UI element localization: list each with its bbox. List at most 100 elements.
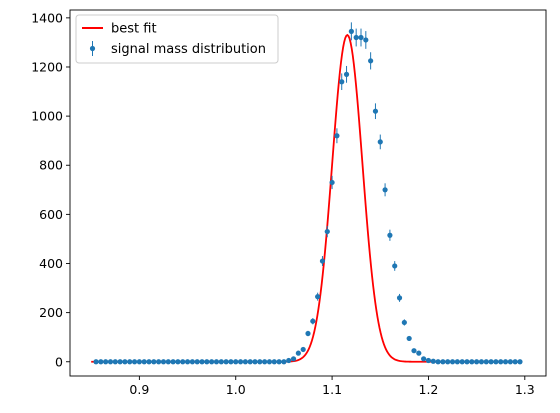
series-layer <box>91 22 523 365</box>
data-point <box>194 359 200 365</box>
legend-box <box>75 14 279 64</box>
y-tick-label: 0 <box>55 354 63 369</box>
data-point <box>156 359 162 365</box>
y-tick-label: 1000 <box>31 109 63 124</box>
x-tick-label: 1.2 <box>419 382 439 397</box>
data-point <box>396 295 403 301</box>
data-point <box>131 359 138 365</box>
data-point <box>266 359 273 365</box>
data-point <box>257 359 263 365</box>
legend: best fit signal mass distribution <box>75 14 279 64</box>
data-point <box>223 359 229 365</box>
y-tick-label: 400 <box>39 256 63 271</box>
data-point <box>141 359 147 365</box>
x-tick-label: 1.0 <box>226 382 246 397</box>
data-point <box>435 359 441 365</box>
data-point <box>459 359 465 365</box>
data-point <box>276 359 282 365</box>
data-point <box>213 359 220 365</box>
data-point <box>170 359 176 365</box>
data-point <box>502 359 509 365</box>
data-point <box>262 359 268 365</box>
data-point <box>136 359 142 365</box>
data-point <box>310 318 316 324</box>
data-point <box>228 359 234 365</box>
legend-label-best-fit: best fit <box>111 22 157 37</box>
y-tick-label: 1400 <box>31 10 63 25</box>
data-point <box>401 319 407 326</box>
data-point <box>300 346 306 353</box>
data-point <box>348 28 354 34</box>
data-point <box>334 133 340 139</box>
data-point <box>464 359 470 365</box>
data-point <box>146 359 152 365</box>
data-point <box>512 359 518 365</box>
data-point <box>445 359 451 365</box>
axes-background <box>70 10 546 376</box>
data-point <box>112 359 118 365</box>
data-point <box>242 359 248 365</box>
data-point <box>175 359 181 365</box>
data-point <box>387 232 393 238</box>
data-point <box>160 359 167 365</box>
x-tick-label: 0.9 <box>129 382 149 397</box>
data-point <box>363 37 369 43</box>
data-point <box>218 359 224 365</box>
data-point <box>107 359 114 365</box>
data-point <box>127 359 133 365</box>
data-point <box>430 358 436 364</box>
data-point <box>498 359 504 365</box>
data-point <box>469 359 475 365</box>
y-tick-label: 1200 <box>31 59 63 74</box>
data-point <box>180 359 186 365</box>
data-point <box>204 359 210 365</box>
data-point <box>319 258 326 264</box>
data-point <box>247 359 253 365</box>
legend-marker-swatch <box>89 45 96 52</box>
x-axis: 0.9 1.0 1.1 1.2 1.3 <box>129 376 535 397</box>
data-point <box>382 187 388 193</box>
data-point <box>440 359 446 365</box>
data-point <box>421 356 427 362</box>
data-point <box>425 357 432 364</box>
data-point <box>478 359 485 365</box>
data-point <box>305 330 311 337</box>
y-tick-label: 600 <box>39 207 63 222</box>
data-point <box>406 335 412 342</box>
data-point <box>377 139 383 145</box>
data-point <box>122 359 128 365</box>
legend-label-signal-mass-distribution: signal mass distribution <box>111 42 266 57</box>
data-point <box>93 359 99 365</box>
data-point <box>233 359 239 365</box>
data-point <box>392 263 398 269</box>
plot-area <box>69 9 547 377</box>
data-point <box>483 359 489 365</box>
data-point <box>493 359 499 365</box>
data-point <box>474 359 480 365</box>
x-tick-label: 1.3 <box>515 382 535 397</box>
data-point <box>449 359 456 365</box>
data-point <box>358 34 364 41</box>
data-point <box>209 359 215 365</box>
data-point <box>286 357 292 364</box>
data-point <box>488 359 494 365</box>
data-point <box>281 359 287 365</box>
data-point <box>295 350 301 356</box>
data-point <box>103 359 109 365</box>
data-point <box>416 350 422 356</box>
data-point <box>252 359 258 365</box>
y-axis: 0 200 400 600 800 1000 1200 1400 <box>31 10 70 369</box>
data-point <box>117 359 123 365</box>
y-tick-label: 800 <box>39 158 63 173</box>
data-point <box>343 71 350 77</box>
data-point <box>329 179 335 186</box>
data-point <box>368 58 374 64</box>
data-point <box>353 34 359 41</box>
data-point <box>411 348 417 354</box>
data-point <box>315 294 321 300</box>
data-point <box>165 359 171 365</box>
data-point <box>184 359 191 365</box>
data-point <box>237 359 244 365</box>
y-tick-label: 200 <box>39 305 63 320</box>
